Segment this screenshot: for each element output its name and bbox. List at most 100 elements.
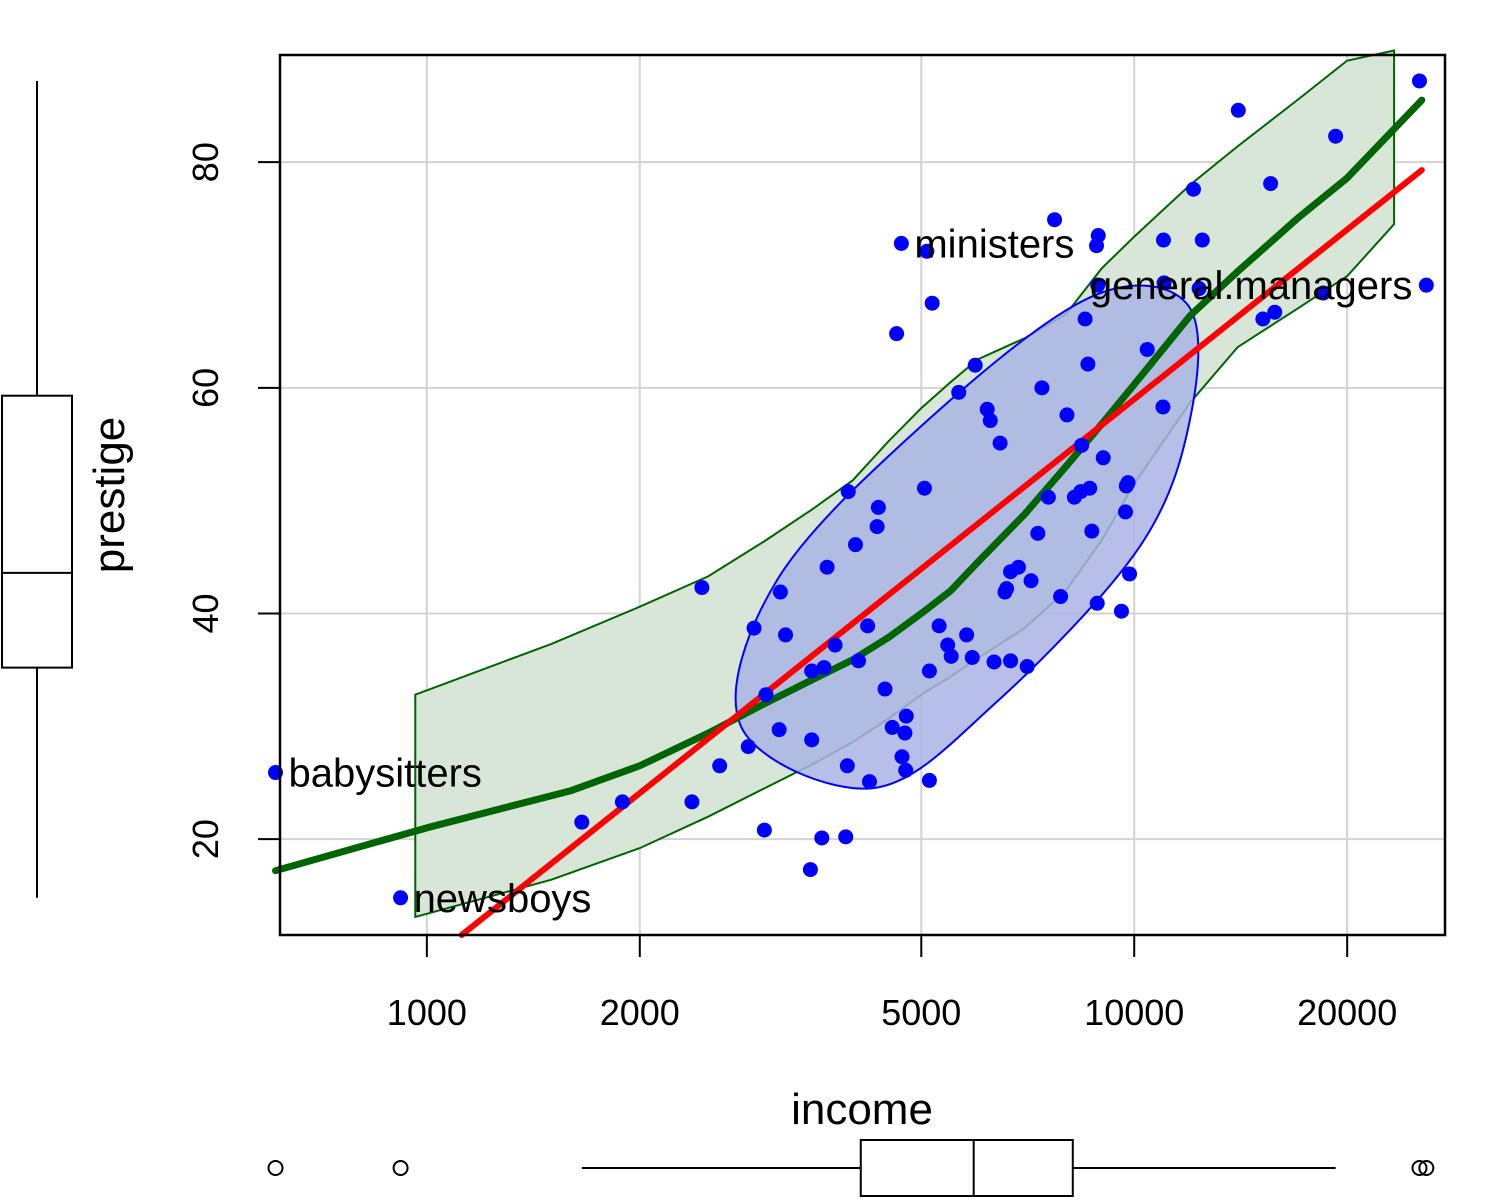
data-point bbox=[778, 627, 794, 643]
data-point bbox=[1084, 523, 1100, 539]
x-boxplot-outlier bbox=[392, 1160, 409, 1176]
data-point bbox=[986, 654, 1002, 670]
x-boxplot-box bbox=[859, 1139, 1074, 1197]
data-point bbox=[756, 822, 772, 838]
data-point bbox=[1030, 525, 1046, 541]
data-point bbox=[804, 732, 820, 748]
data-point bbox=[712, 758, 728, 774]
data-point bbox=[870, 499, 886, 515]
y-axis: 20 40 60 80 bbox=[185, 142, 281, 859]
x-boxplot-outlier bbox=[1418, 1160, 1435, 1176]
data-point bbox=[894, 749, 910, 765]
data-point bbox=[921, 772, 937, 788]
prestige-boxplot bbox=[1, 80, 73, 898]
point-label: babysitters bbox=[289, 752, 482, 796]
data-point bbox=[1418, 277, 1434, 293]
y-tick-label: 40 bbox=[185, 593, 226, 633]
point-label: newsboys bbox=[414, 877, 592, 921]
data-point bbox=[877, 681, 893, 697]
data-point bbox=[694, 580, 710, 596]
data-point bbox=[847, 537, 863, 553]
data-point bbox=[1122, 566, 1138, 582]
y-tick-label: 20 bbox=[185, 819, 226, 859]
data-point bbox=[940, 637, 956, 653]
data-point bbox=[1315, 285, 1331, 301]
point-label: general.managers bbox=[1090, 264, 1412, 308]
data-point bbox=[574, 814, 590, 830]
data-point bbox=[802, 862, 818, 878]
data-point bbox=[919, 243, 935, 259]
data-point bbox=[1185, 181, 1201, 197]
x-boxplot-outlier bbox=[267, 1160, 284, 1176]
data-point bbox=[967, 357, 983, 373]
data-point bbox=[889, 326, 905, 342]
data-point bbox=[1095, 450, 1111, 466]
data-point bbox=[758, 687, 774, 703]
data-point bbox=[931, 618, 947, 634]
data-point bbox=[746, 620, 762, 636]
points-layer bbox=[268, 73, 1434, 906]
data-point bbox=[1034, 380, 1050, 396]
data-point bbox=[1023, 573, 1039, 589]
data-point bbox=[1139, 341, 1155, 357]
x-tick-label: 20000 bbox=[1297, 992, 1397, 1033]
data-point bbox=[884, 719, 900, 735]
loess-smoother-line bbox=[272, 96, 1426, 875]
data-point bbox=[1191, 281, 1207, 297]
data-point bbox=[921, 663, 937, 679]
data-point bbox=[1074, 437, 1090, 453]
data-point bbox=[1120, 475, 1136, 491]
data-point bbox=[684, 794, 700, 810]
data-point bbox=[1328, 128, 1344, 144]
point-label: ministers bbox=[914, 222, 1074, 266]
data-point bbox=[1047, 212, 1063, 228]
data-point bbox=[979, 401, 995, 417]
data-point bbox=[814, 830, 830, 846]
data-point bbox=[964, 649, 980, 665]
data-point bbox=[1059, 407, 1075, 423]
x-tick-label: 5000 bbox=[881, 992, 961, 1033]
data-point bbox=[840, 484, 856, 500]
data-point bbox=[1118, 504, 1134, 520]
y-axis-title: prestige bbox=[85, 417, 134, 574]
data-point bbox=[999, 581, 1015, 597]
data-point bbox=[819, 559, 835, 575]
data-point bbox=[1255, 311, 1271, 327]
data-point bbox=[898, 762, 914, 778]
data-point bbox=[869, 519, 885, 535]
y-tick-label: 80 bbox=[185, 142, 226, 182]
data-point bbox=[1156, 232, 1172, 248]
data-point bbox=[1089, 595, 1105, 611]
data-point bbox=[1077, 311, 1093, 327]
x-axis-title: income bbox=[791, 1085, 933, 1134]
data-point bbox=[838, 829, 854, 845]
data-point bbox=[924, 295, 940, 311]
data-point bbox=[614, 794, 630, 810]
data-point bbox=[851, 653, 867, 669]
data-point bbox=[916, 480, 932, 496]
data-point bbox=[860, 618, 876, 634]
data-point bbox=[1090, 277, 1106, 293]
data-point bbox=[1040, 489, 1056, 505]
data-point bbox=[740, 739, 756, 755]
data-point bbox=[839, 758, 855, 774]
data-point bbox=[982, 413, 998, 429]
y-tick-label: 60 bbox=[185, 368, 226, 408]
x-boxplot-outlier bbox=[1411, 1160, 1428, 1176]
data-point bbox=[1267, 304, 1283, 320]
x-tick-label: 2000 bbox=[600, 992, 680, 1033]
data-point bbox=[1010, 559, 1026, 575]
data-point bbox=[893, 235, 909, 251]
point-labels-layer: babysitters newsboys ministers general.mana… bbox=[289, 222, 1413, 920]
data-point bbox=[1155, 399, 1171, 415]
data-point bbox=[943, 648, 959, 664]
data-point bbox=[772, 584, 788, 600]
data-point bbox=[816, 660, 832, 676]
data-point bbox=[1194, 232, 1210, 248]
data-point bbox=[1113, 603, 1129, 619]
data-point bbox=[1082, 480, 1098, 496]
x-tick-label: 1000 bbox=[387, 992, 467, 1033]
data-point bbox=[1263, 176, 1279, 192]
data-point bbox=[1053, 589, 1069, 605]
